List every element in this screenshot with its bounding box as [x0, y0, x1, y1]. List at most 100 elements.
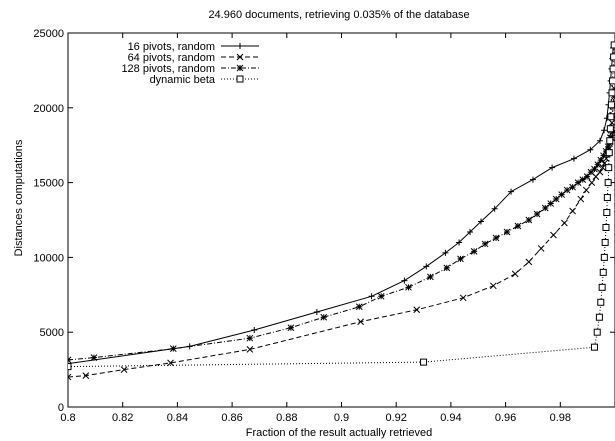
series-4-point	[590, 343, 598, 351]
series-3-point	[481, 240, 489, 248]
series-1-point	[477, 218, 484, 225]
legend-point	[236, 64, 244, 72]
series-2-point	[577, 195, 585, 203]
x-tick-label: 0.92	[385, 412, 406, 424]
series-3-point	[246, 334, 254, 342]
series-3-point	[470, 248, 478, 255]
series-1-point	[313, 309, 320, 316]
series-3-point	[533, 210, 541, 218]
series-3-point	[569, 183, 576, 191]
series-1-point	[467, 228, 474, 235]
series-4-point	[601, 238, 609, 246]
series-3-point	[377, 292, 385, 300]
series-3-point	[600, 152, 607, 160]
series-1-point	[456, 239, 463, 246]
series-1	[68, 44, 615, 367]
x-tick-label: 0.8	[60, 412, 75, 424]
series-1-point	[508, 188, 515, 195]
series-4-point	[609, 77, 615, 85]
legend-label: 128 pivots, random	[121, 63, 215, 75]
series-2-point	[596, 168, 604, 176]
series-3-point	[579, 176, 587, 183]
series-1-point	[601, 127, 608, 134]
series-2-point	[167, 359, 174, 367]
series-3-point	[587, 168, 595, 176]
series-1-point	[529, 176, 536, 183]
y-tick-label: 15000	[33, 178, 64, 190]
series-3-point	[563, 186, 571, 194]
series-4-point	[609, 65, 615, 73]
series-2	[68, 84, 615, 381]
series-4-point	[598, 283, 606, 291]
y-tick-label: 25000	[33, 28, 64, 40]
series-4-point	[602, 223, 610, 231]
series-1-point	[401, 277, 408, 284]
series-2-point	[511, 270, 519, 278]
series-4-point	[604, 179, 612, 187]
legend-label: 64 pivots, random	[128, 52, 215, 64]
series-4-point	[606, 137, 614, 145]
series-1-point	[251, 326, 258, 333]
legend-label: dynamic beta	[150, 74, 216, 86]
series-2-point	[357, 318, 364, 326]
series-3-point	[492, 234, 500, 242]
series-4-point	[600, 253, 608, 261]
series-4-point	[420, 358, 428, 366]
series-2-point	[413, 306, 421, 314]
series-3-point	[547, 200, 555, 207]
y-tick-label: 5000	[40, 327, 64, 339]
series-3-point	[169, 345, 177, 353]
series-2-point	[588, 179, 596, 186]
x-tick-label: 0.86	[221, 412, 242, 424]
series-4-point	[605, 149, 613, 157]
series-4-point	[610, 53, 615, 61]
series-2-point	[599, 164, 607, 171]
series-layer	[68, 41, 615, 381]
series-3-point	[594, 161, 602, 169]
series-1-point	[570, 155, 577, 162]
series-4-point	[599, 268, 607, 276]
x-tick-label: 0.88	[276, 412, 297, 424]
y-tick-label: 20000	[33, 103, 64, 115]
x-tick-label: 0.94	[440, 412, 461, 424]
series-2-point	[569, 207, 576, 215]
series-2-point	[120, 366, 128, 373]
series-3-point	[525, 216, 533, 224]
series-3	[68, 128, 615, 364]
series-4-point	[607, 101, 615, 109]
series-4-point	[68, 363, 72, 371]
series-3-point	[355, 303, 363, 311]
series-3-point	[583, 173, 591, 180]
series-3-point	[68, 356, 72, 364]
series-1-point	[423, 263, 430, 270]
x-tick-label: 0.96	[495, 412, 516, 424]
series-3-point	[552, 195, 560, 203]
series-2-point	[246, 346, 254, 353]
series-3-point	[514, 222, 522, 230]
x-tick-label: 0.98	[550, 412, 571, 424]
series-1-point	[587, 146, 594, 153]
x-tick-label: 0.84	[167, 412, 188, 424]
series-3-point	[405, 283, 412, 291]
series-3-point	[457, 255, 464, 263]
axis-ticks: 0.8 0.82 0.84 0.86 0.88 0.9 0.92 0.94 0.96 0.98 0 5…	[33, 28, 615, 424]
series-4-point	[597, 298, 605, 306]
series-2-point	[561, 219, 568, 227]
x-tick-label: 0.82	[112, 412, 133, 424]
y-tick-label: 10000	[33, 252, 64, 264]
series-2-point	[537, 245, 545, 252]
series-2-point	[82, 372, 90, 379]
series-2-point	[608, 119, 615, 127]
series-2-point	[582, 186, 590, 194]
x-axis-label: Fraction of the result actually retrieve…	[246, 427, 432, 439]
series-1-point	[491, 205, 498, 212]
legend-label: 16 pivots, random	[128, 41, 215, 53]
series-3-point	[591, 165, 598, 173]
series-3-point	[541, 204, 549, 212]
series-4-point	[606, 125, 614, 133]
legend-point	[236, 75, 244, 83]
series-3-point	[287, 324, 295, 332]
series-2-point	[489, 282, 497, 290]
legend-point	[236, 53, 244, 61]
